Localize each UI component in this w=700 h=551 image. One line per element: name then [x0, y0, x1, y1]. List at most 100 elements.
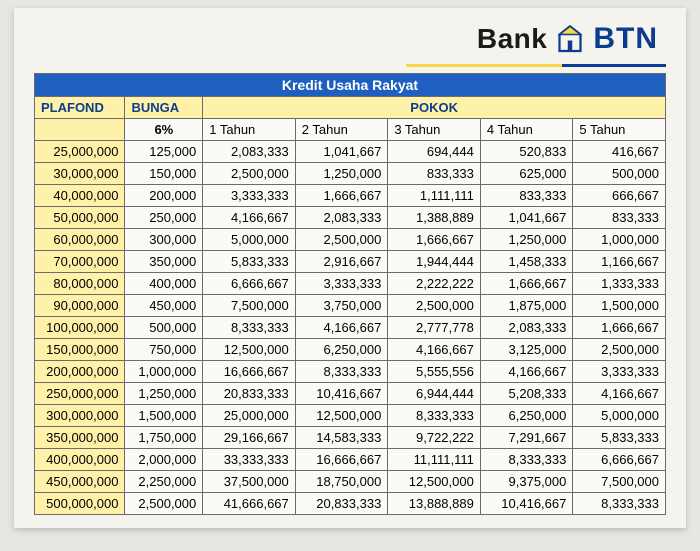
logo-underline — [406, 64, 666, 67]
cell-bunga: 125,000 — [125, 141, 203, 163]
cell-pokok: 4,166,667 — [388, 339, 481, 361]
cell-pokok: 16,666,667 — [295, 449, 388, 471]
cell-pokok: 8,333,333 — [573, 493, 666, 515]
cell-pokok: 5,000,000 — [203, 229, 296, 251]
cell-pokok: 1,041,667 — [480, 207, 573, 229]
cell-bunga: 250,000 — [125, 207, 203, 229]
table-row: 25,000,000125,0002,083,3331,041,667694,4… — [35, 141, 666, 163]
cell-plafond: 300,000,000 — [35, 405, 125, 427]
cell-pokok: 5,208,333 — [480, 383, 573, 405]
cell-pokok: 7,500,000 — [203, 295, 296, 317]
cell-pokok: 2,916,667 — [295, 251, 388, 273]
cell-pokok: 25,000,000 — [203, 405, 296, 427]
cell-pokok: 6,666,667 — [203, 273, 296, 295]
cell-pokok: 3,750,000 — [295, 295, 388, 317]
cell-pokok: 1,500,000 — [573, 295, 666, 317]
table-title-row: Kredit Usaha Rakyat — [35, 74, 666, 97]
cell-pokok: 2,500,000 — [388, 295, 481, 317]
cell-pokok: 6,666,667 — [573, 449, 666, 471]
table-row: 50,000,000250,0004,166,6672,083,3331,388… — [35, 207, 666, 229]
cell-bunga: 500,000 — [125, 317, 203, 339]
cell-pokok: 500,000 — [573, 163, 666, 185]
cell-pokok: 1,000,000 — [573, 229, 666, 251]
cell-pokok: 3,125,000 — [480, 339, 573, 361]
cell-plafond: 200,000,000 — [35, 361, 125, 383]
cell-pokok: 41,666,667 — [203, 493, 296, 515]
kur-table: Kredit Usaha Rakyat PLAFOND BUNGA POKOK … — [34, 73, 666, 515]
header-period-2: 2 Tahun — [295, 119, 388, 141]
cell-bunga: 2,500,000 — [125, 493, 203, 515]
cell-pokok: 7,500,000 — [573, 471, 666, 493]
cell-pokok: 4,166,667 — [203, 207, 296, 229]
table-row: 250,000,0001,250,00020,833,33310,416,667… — [35, 383, 666, 405]
cell-pokok: 1,875,000 — [480, 295, 573, 317]
cell-plafond: 60,000,000 — [35, 229, 125, 251]
cell-plafond: 150,000,000 — [35, 339, 125, 361]
table-row: 150,000,000750,00012,500,0006,250,0004,1… — [35, 339, 666, 361]
table-row: 300,000,0001,500,00025,000,00012,500,000… — [35, 405, 666, 427]
table-row: 60,000,000300,0005,000,0002,500,0001,666… — [35, 229, 666, 251]
header-period-5: 5 Tahun — [573, 119, 666, 141]
cell-pokok: 12,500,000 — [388, 471, 481, 493]
cell-plafond: 90,000,000 — [35, 295, 125, 317]
cell-plafond: 250,000,000 — [35, 383, 125, 405]
cell-bunga: 150,000 — [125, 163, 203, 185]
cell-bunga: 200,000 — [125, 185, 203, 207]
cell-plafond: 350,000,000 — [35, 427, 125, 449]
bank-btn-logo-icon — [555, 24, 585, 54]
header-period-1: 1 Tahun — [203, 119, 296, 141]
cell-pokok: 1,041,667 — [295, 141, 388, 163]
cell-plafond: 70,000,000 — [35, 251, 125, 273]
cell-bunga: 1,250,000 — [125, 383, 203, 405]
cell-pokok: 18,750,000 — [295, 471, 388, 493]
cell-pokok: 12,500,000 — [295, 405, 388, 427]
cell-pokok: 8,333,333 — [295, 361, 388, 383]
cell-pokok: 1,666,667 — [295, 185, 388, 207]
cell-pokok: 833,333 — [480, 185, 573, 207]
table-row: 450,000,0002,250,00037,500,00018,750,000… — [35, 471, 666, 493]
cell-plafond: 500,000,000 — [35, 493, 125, 515]
cell-pokok: 5,000,000 — [573, 405, 666, 427]
cell-pokok: 8,333,333 — [480, 449, 573, 471]
cell-pokok: 14,583,333 — [295, 427, 388, 449]
table-title: Kredit Usaha Rakyat — [35, 74, 666, 97]
cell-pokok: 2,083,333 — [480, 317, 573, 339]
cell-pokok: 29,166,667 — [203, 427, 296, 449]
cell-pokok: 694,444 — [388, 141, 481, 163]
table-row: 200,000,0001,000,00016,666,6678,333,3335… — [35, 361, 666, 383]
header-plafond-blank — [35, 119, 125, 141]
table-row: 350,000,0001,750,00029,166,66714,583,333… — [35, 427, 666, 449]
cell-pokok: 2,777,778 — [388, 317, 481, 339]
cell-pokok: 5,833,333 — [573, 427, 666, 449]
cell-pokok: 3,333,333 — [573, 361, 666, 383]
cell-pokok: 520,833 — [480, 141, 573, 163]
cell-pokok: 1,666,667 — [480, 273, 573, 295]
cell-pokok: 6,250,000 — [295, 339, 388, 361]
cell-plafond: 25,000,000 — [35, 141, 125, 163]
cell-pokok: 3,333,333 — [203, 185, 296, 207]
cell-pokok: 666,667 — [573, 185, 666, 207]
cell-pokok: 3,333,333 — [295, 273, 388, 295]
header-period-4: 4 Tahun — [480, 119, 573, 141]
cell-bunga: 1,000,000 — [125, 361, 203, 383]
cell-pokok: 1,388,889 — [388, 207, 481, 229]
document-page: Bank BTN Kredit Usaha Rakyat PLAFOND BUN… — [14, 8, 686, 528]
cell-bunga: 350,000 — [125, 251, 203, 273]
cell-pokok: 2,222,222 — [388, 273, 481, 295]
cell-bunga: 450,000 — [125, 295, 203, 317]
header-pokok: POKOK — [203, 97, 666, 119]
cell-pokok: 12,500,000 — [203, 339, 296, 361]
cell-plafond: 450,000,000 — [35, 471, 125, 493]
cell-plafond: 100,000,000 — [35, 317, 125, 339]
cell-bunga: 300,000 — [125, 229, 203, 251]
header-bunga: BUNGA — [125, 97, 203, 119]
cell-pokok: 7,291,667 — [480, 427, 573, 449]
cell-pokok: 9,375,000 — [480, 471, 573, 493]
cell-pokok: 2,083,333 — [295, 207, 388, 229]
cell-pokok: 9,722,222 — [388, 427, 481, 449]
cell-pokok: 11,111,111 — [388, 449, 481, 471]
cell-pokok: 1,666,667 — [388, 229, 481, 251]
cell-plafond: 80,000,000 — [35, 273, 125, 295]
cell-pokok: 8,333,333 — [388, 405, 481, 427]
cell-pokok: 2,500,000 — [295, 229, 388, 251]
